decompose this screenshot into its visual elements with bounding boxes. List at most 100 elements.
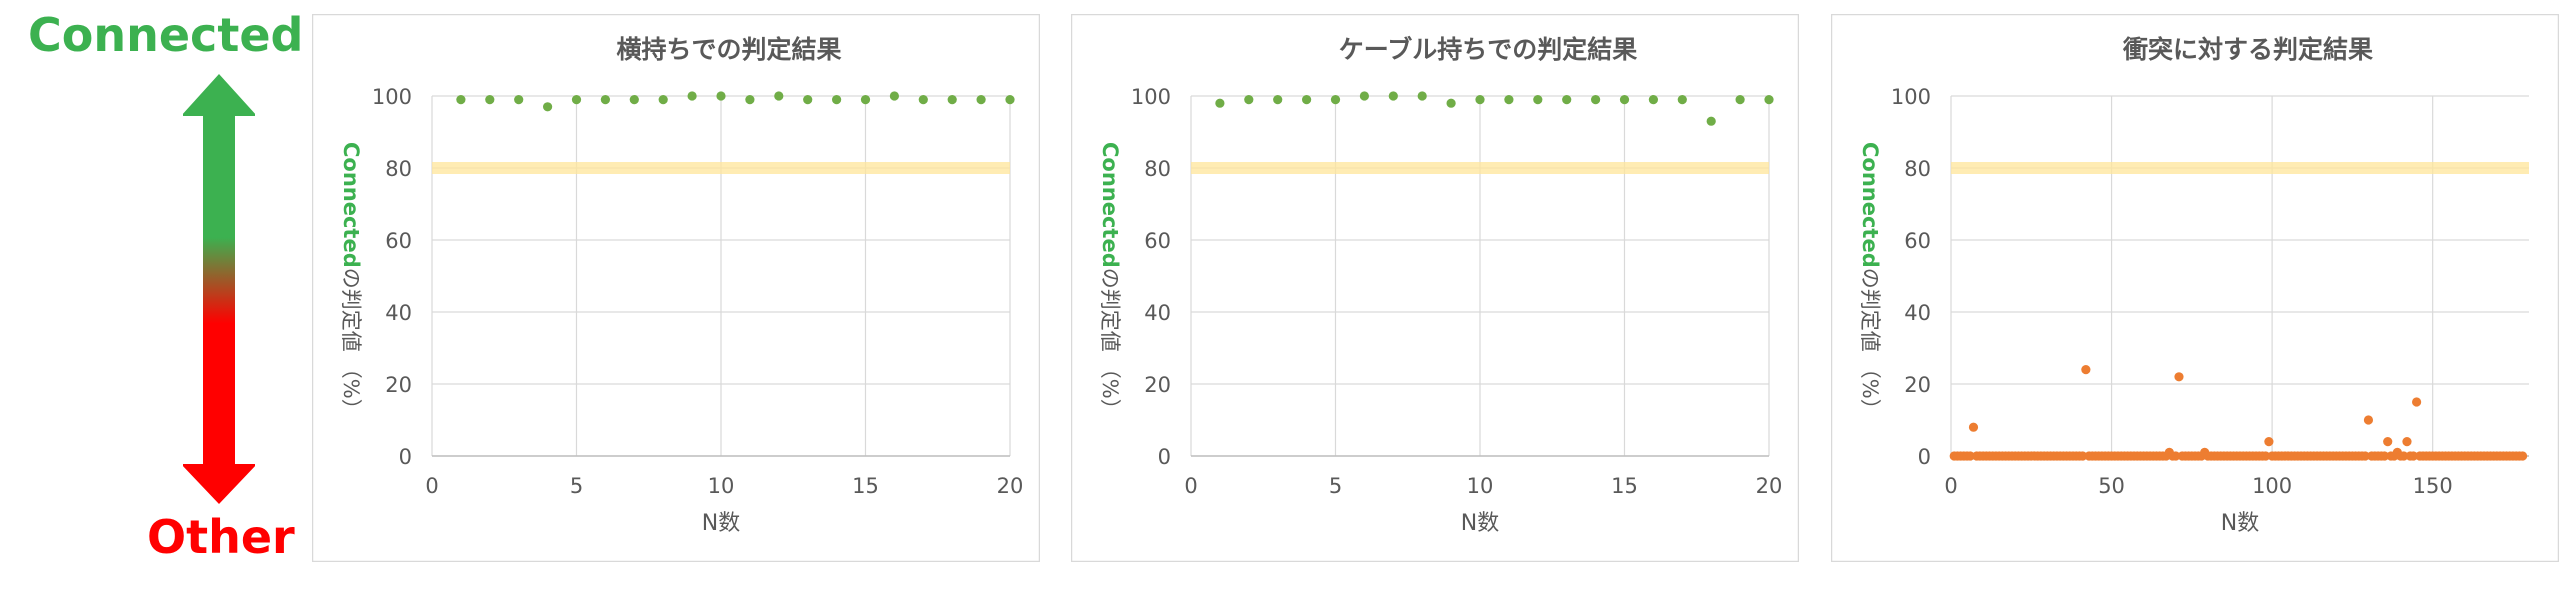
y-axis-title: Connectedの判定値 （%）	[339, 142, 363, 420]
data-point	[2261, 451, 2271, 461]
data-point	[543, 102, 553, 112]
x-axis-title: N数	[1461, 511, 1499, 536]
data-point	[2264, 437, 2274, 447]
chart-title: 横持ちでの判定結果	[616, 35, 841, 64]
y-tick-label: 0	[1918, 445, 1931, 469]
y-tick-label: 40	[385, 301, 412, 325]
chart-panel-side-hold: 横持ちでの判定結果 0 20 40 60 80 100 0 5 10 15 20 N数 Connected…	[312, 14, 1040, 562]
y-axis-title-suffix: の判定値	[1858, 268, 1882, 352]
x-tick-label: 15	[1611, 474, 1638, 498]
y-tick-label: 20	[1904, 373, 1931, 397]
data-point	[2171, 451, 2181, 461]
data-point	[2360, 451, 2370, 461]
y-tick-label: 80	[1144, 157, 1171, 181]
data-point	[2412, 397, 2422, 407]
data-point	[600, 95, 610, 105]
y-axis-title-highlight: Connected	[1858, 142, 1882, 268]
chart-svg: ケーブル持ちでの判定結果 0 20 40 60 80 100 0 5 10 15 20 N数 Connec…	[1071, 14, 1799, 562]
x-tick-label: 150	[2413, 474, 2453, 498]
data-point	[1968, 422, 1979, 432]
x-tick-label: 20	[997, 474, 1024, 498]
y-axis-title: Connectedの判定値 （%）	[1858, 142, 1882, 420]
chart-panel-collision: 衝突に対する判定結果 0 20 40 60 80 100 0 50 100 150 N数 Connect…	[1831, 14, 2559, 562]
chart-border	[1071, 14, 1799, 562]
data-point	[629, 95, 639, 105]
data-point	[1965, 451, 1975, 461]
data-point	[745, 95, 755, 105]
data-point	[774, 91, 784, 101]
y-tick-label: 60	[1904, 229, 1931, 253]
x-tick-label: 20	[1756, 474, 1783, 498]
data-point	[976, 95, 986, 105]
x-tick-label: 100	[2252, 474, 2292, 498]
y-tick-label: 80	[1904, 157, 1931, 181]
y-axis-title-suffix: の判定値	[339, 268, 363, 352]
data-point	[2383, 437, 2393, 447]
y-tick-label: 40	[1904, 301, 1931, 325]
data-point	[514, 95, 524, 105]
threshold-band	[432, 162, 1010, 174]
y-axis-title-suffix: の判定値	[1098, 268, 1122, 352]
x-axis-title: N数	[702, 511, 740, 536]
threshold-band	[1191, 162, 1769, 174]
data-point	[687, 91, 697, 101]
y-tick-label: 0	[1158, 445, 1171, 469]
scale-bottom-label: Other	[147, 510, 295, 564]
data-point	[803, 95, 813, 105]
data-point	[1504, 95, 1514, 105]
data-point	[2402, 437, 2412, 447]
x-tick-label: 50	[2098, 474, 2125, 498]
y-tick-label: 60	[1144, 229, 1171, 253]
chart-border	[312, 14, 1040, 562]
scale-top-label: Connected	[28, 8, 304, 62]
x-tick-label: 5	[570, 474, 583, 498]
data-point	[918, 95, 928, 105]
data-point	[1648, 95, 1658, 105]
data-point	[1330, 95, 1341, 105]
data-point	[2174, 372, 2184, 382]
y-tick-label: 100	[372, 85, 412, 109]
y-tick-label: 80	[385, 157, 412, 181]
data-point	[1417, 91, 1427, 101]
data-point	[832, 95, 842, 105]
y-tick-label: 20	[1144, 373, 1171, 397]
data-point	[1533, 95, 1543, 105]
data-point	[860, 95, 871, 105]
x-tick-label: 10	[1467, 474, 1494, 498]
data-point	[485, 95, 495, 105]
chart-panel-cable-hold: ケーブル持ちでの判定結果 0 20 40 60 80 100 0 5 10 15 20 N数 Connec…	[1071, 14, 1799, 562]
y-tick-label: 0	[399, 445, 412, 469]
data-point	[2379, 451, 2390, 461]
data-point	[2399, 451, 2409, 461]
y-axis-title-unit: （%）	[339, 358, 363, 420]
y-tick-label: 100	[1131, 85, 1171, 109]
x-tick-label: 10	[708, 474, 735, 498]
y-axis-title: Connectedの判定値 （%）	[1098, 142, 1122, 420]
data-point	[947, 95, 957, 105]
data-point	[1446, 98, 1456, 108]
data-point	[1764, 95, 1774, 105]
data-point	[1359, 91, 1369, 101]
data-point	[1244, 95, 1254, 105]
data-point	[1735, 95, 1745, 105]
chart-svg: 横持ちでの判定結果 0 20 40 60 80 100 0 5 10 15 20 N数 Connected…	[312, 14, 1040, 562]
y-axis-title-unit: （%）	[1098, 358, 1122, 420]
data-point	[889, 91, 900, 101]
y-tick-label: 100	[1891, 85, 1931, 109]
chart-title: ケーブル持ちでの判定結果	[1339, 35, 1638, 64]
data-point	[1215, 98, 1225, 108]
y-tick-label: 20	[385, 373, 412, 397]
y-axis-title-highlight: Connected	[1098, 142, 1122, 268]
x-tick-label: 0	[425, 474, 438, 498]
y-tick-label: 40	[1144, 301, 1171, 325]
data-point	[2081, 365, 2091, 375]
data-point	[1591, 95, 1601, 105]
data-point	[1619, 95, 1630, 105]
data-point	[1677, 95, 1687, 105]
chart-title: 衝突に対する判定結果	[2122, 35, 2373, 64]
x-tick-label: 5	[1329, 474, 1342, 498]
y-axis-title-unit: （%）	[1858, 358, 1882, 420]
x-tick-label: 0	[1944, 474, 1957, 498]
x-tick-label: 0	[1184, 474, 1197, 498]
